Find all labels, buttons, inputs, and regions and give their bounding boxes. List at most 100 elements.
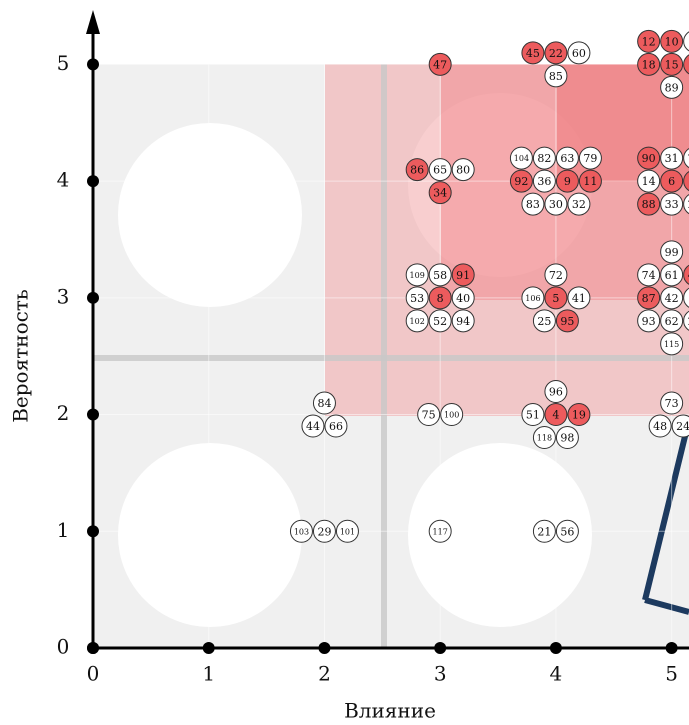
risk-item: 82 xyxy=(532,146,556,170)
risk-circle xyxy=(660,240,684,264)
risk-id: 90 xyxy=(642,152,656,165)
risk-item: 73 xyxy=(660,391,684,415)
risk-item: 104 xyxy=(509,146,533,170)
y-axis-title: Вероятность xyxy=(9,289,33,423)
risk-circle xyxy=(637,169,661,193)
risk-id: 115 xyxy=(664,340,679,349)
risk-item: 98 xyxy=(555,426,579,450)
risk-id: 61 xyxy=(665,269,679,282)
risk-circle xyxy=(683,31,689,52)
risk-item: 42 xyxy=(660,286,684,310)
risk-id: 12 xyxy=(642,35,656,48)
risk-id: 6 xyxy=(668,175,675,188)
risk-circle xyxy=(660,391,684,415)
y-axis-arrow xyxy=(86,10,100,34)
y-tick-dot xyxy=(87,525,99,538)
risk-item: 47 xyxy=(428,52,452,76)
y-tick-dot xyxy=(87,408,99,421)
risk-circle xyxy=(521,286,545,310)
risk-id: 10 xyxy=(665,35,679,48)
risk-item: 19 xyxy=(567,403,591,427)
x-axis-title: Влияние xyxy=(344,699,436,723)
risk-id: 86 xyxy=(410,164,424,177)
risk-id: 118 xyxy=(537,434,552,443)
risk-circle xyxy=(312,391,336,415)
risk-id: 19 xyxy=(572,409,586,422)
y-tick-dot xyxy=(87,175,99,188)
risk-id: 31 xyxy=(665,152,679,165)
risk-id: 33 xyxy=(665,198,679,211)
risk-item: 10 xyxy=(660,29,684,53)
risk-item: 72 xyxy=(544,263,568,287)
risk-item: 15 xyxy=(660,52,684,76)
risk-item: 65 xyxy=(428,158,452,182)
risk-item: 8 xyxy=(428,286,452,310)
risk-item: 101 xyxy=(335,519,359,543)
risk-item: 90 xyxy=(637,146,661,170)
risk-item: 30 xyxy=(544,192,568,216)
risk-circle xyxy=(683,264,689,285)
risk-item: 75 xyxy=(417,403,441,427)
y-tick-label: 4 xyxy=(57,168,70,192)
risk-circle xyxy=(567,41,591,65)
risk-item: 80 xyxy=(451,158,475,182)
risk-circle xyxy=(567,286,591,310)
risk-circle xyxy=(660,29,684,53)
risk-circle xyxy=(451,158,475,182)
risk-id: 24 xyxy=(676,420,689,433)
risk-item: 109 xyxy=(405,263,429,287)
risk-circle xyxy=(521,41,545,65)
risk-item: 21 xyxy=(532,519,556,543)
y-tick-label: 5 xyxy=(57,51,70,75)
risk-id: 58 xyxy=(433,269,447,282)
risk-item: 88 xyxy=(637,192,661,216)
risk-id: 83 xyxy=(526,198,540,211)
risk-circle xyxy=(532,519,556,543)
risk-id: 22 xyxy=(549,47,563,60)
risk-id: 109 xyxy=(410,271,425,280)
risk-id: 62 xyxy=(665,315,679,328)
risk-item: 44 xyxy=(301,414,325,438)
risk-id: 87 xyxy=(642,292,656,305)
risk-item: 40 xyxy=(451,286,475,310)
risk-id: 30 xyxy=(549,198,563,211)
risk-id: 43 xyxy=(688,269,689,282)
risk-circle xyxy=(440,403,464,427)
risk-circle xyxy=(509,146,533,170)
risk-circle xyxy=(660,52,684,76)
y-tick-label: 3 xyxy=(57,284,70,308)
risk-item: 115 xyxy=(660,332,684,356)
risk-id: 88 xyxy=(642,198,656,211)
x-tick-dot xyxy=(318,642,331,654)
risk-circle xyxy=(683,194,689,215)
risk-circle xyxy=(544,286,568,310)
risk-circle xyxy=(683,287,689,308)
risk-item: 87 xyxy=(637,286,661,310)
risk-id: 40 xyxy=(456,292,470,305)
risk-id: 80 xyxy=(456,164,470,177)
risk-id: 93 xyxy=(642,315,656,328)
risk-id: 28 xyxy=(688,315,689,328)
risk-item: 2 xyxy=(683,287,689,308)
risk-id: 21 xyxy=(537,525,551,538)
risk-item: 56 xyxy=(555,519,579,543)
x-tick-label: 5 xyxy=(665,662,678,686)
risk-circle xyxy=(301,414,325,438)
risk-item: 53 xyxy=(405,286,429,310)
risk-id: 47 xyxy=(433,58,447,71)
risk-item: 79 xyxy=(578,146,602,170)
y-tick-label: 0 xyxy=(57,635,70,659)
risk-item: 95 xyxy=(555,309,579,333)
risk-item: 12 xyxy=(637,29,661,53)
risk-item: 94 xyxy=(451,309,475,333)
risk-item: 100 xyxy=(440,403,464,427)
risk-item: 31 xyxy=(660,146,684,170)
x-tick-dot xyxy=(434,642,447,654)
risk-item: 3 xyxy=(683,171,689,192)
risk-circle xyxy=(578,169,602,193)
x-tick-label: 1 xyxy=(202,662,215,686)
x-tick-label: 0 xyxy=(87,662,100,686)
risk-id: 29 xyxy=(317,525,331,538)
risk-id: 100 xyxy=(444,411,459,420)
